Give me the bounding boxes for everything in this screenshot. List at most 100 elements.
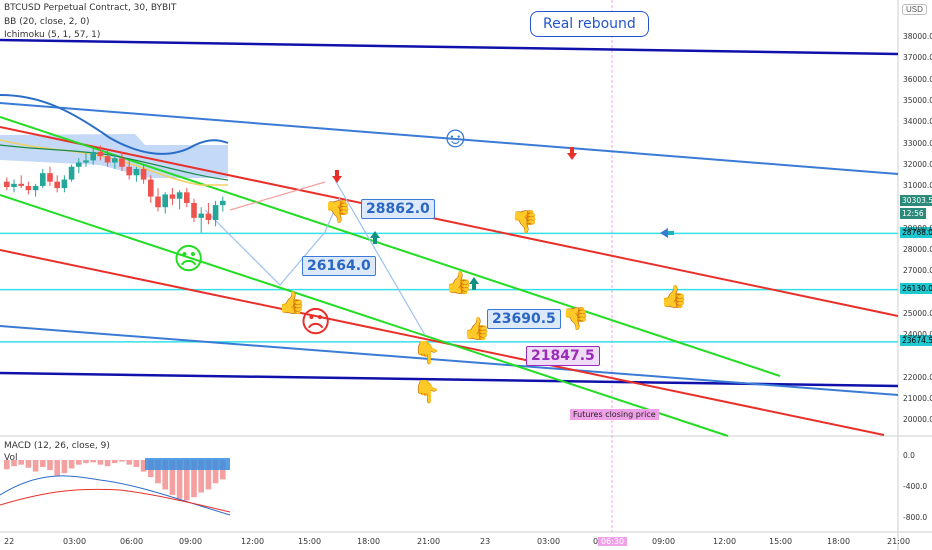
x-tick-label: 06:00 [120,537,144,546]
projection-path-down [334,179,426,336]
happy-face-icon: ☺ [440,121,471,154]
navy-trend-line [0,38,899,56]
teal-up-arrow-stem [373,238,377,244]
blue-left-arrow-stem [668,231,674,235]
callout-28862: 28862.0 [361,199,435,219]
teal-up-arrow [370,231,380,238]
x-tick-label: 22 [4,537,15,546]
vol-legend: Vol [4,453,18,463]
blue-left-arrow [660,228,668,238]
macd-bar [184,460,190,501]
candle-body [119,158,125,167]
macd-bar [25,460,32,468]
candle-body [140,168,147,180]
candle-body [198,213,204,218]
y-tick-label: 33000.0 [903,139,932,148]
candle-body [191,202,197,218]
candle-body [169,194,176,199]
y-tick-label: 27000.0 [903,266,932,275]
x-tick-label: 09:00 [179,537,203,546]
candle-body [205,213,212,220]
y-tick-label: 24000.0 [903,330,932,339]
green-channel-lower [0,194,729,437]
x-tick-label: 15:00 [298,537,322,546]
bb-legend: BB (20, close, 2, 0) [4,17,90,27]
blue-trend-upper [0,102,899,175]
currency-badge[interactable]: USD [902,4,927,15]
candle-body [11,183,17,188]
macd-bar [11,460,17,467]
ichimoku-legend: Ichimoku (5, 1, 57, 1) [4,30,101,40]
candle-body [184,192,190,203]
y-tick-label: 21000.0 [903,394,932,403]
y-tick-label: 20000.0 [903,415,932,424]
candle-body [104,156,111,163]
macd-bar [68,460,75,469]
macd-bar [83,460,89,464]
candle-body [18,183,24,186]
macd-bar [212,460,219,484]
candle-body [40,173,46,186]
volume-top-strip [145,458,230,470]
y-tick-label: 25000.0 [903,309,932,318]
macd-bar [90,460,96,463]
macd-bar [4,460,10,470]
red-channel-upper [0,126,899,317]
thumbs-down-icon: 👎 [511,209,539,234]
thumbs-up-icon: 👍 [445,270,473,295]
macd-bar [140,460,147,472]
projection-path-red [229,181,326,211]
macd-bar [18,460,24,465]
macd-bar [133,460,140,467]
level-tag-3: 23674.5 [900,335,932,346]
macd-bar [40,460,46,467]
thumbs-up-icon: 👍 [278,290,306,315]
green-channel-upper [0,116,781,377]
callout-21847: 21847.5 [526,346,600,366]
pointing-down-icon: 👇 [413,340,441,365]
macd-bar [176,460,183,499]
candle-body [97,151,104,157]
bb-basis-curve [0,144,229,181]
y-tick-label: 32000.0 [903,160,932,169]
macd-tick-label: -400.0 [903,482,928,491]
candle-body [112,158,118,163]
x-tick-label: 12:00 [241,537,265,546]
neutral-face-icon: ☹ [173,243,205,276]
candle-body [212,205,219,220]
time-marker-label: 06:30 [598,537,628,546]
candle-body [25,185,32,191]
candle-body [220,200,226,206]
candle-body [155,196,161,208]
macd-bar [205,460,212,490]
macd-legend: MACD (12, 26, close, 9) [4,441,110,451]
macd-tick-label: 0.0 [903,451,915,460]
callout-26164: 26164.0 [302,256,376,276]
candle-body [162,194,168,208]
thumbs-down-icon: 👎 [562,306,590,331]
blue-trend-lower [0,325,899,396]
sad-face-icon: ☹ [300,306,332,339]
x-tick-label: 03:00 [63,537,87,546]
candle-body [61,179,68,189]
x-tick-label: 12:00 [713,537,737,546]
red-channel-lower [0,249,885,436]
x-tick-label: 23 [480,537,491,546]
x-tick-label: 21:00 [887,537,911,546]
teal-up-arrow-stem [472,284,476,290]
candle-body [133,168,140,176]
teal-up-arrow [469,277,479,284]
macd-bar [104,460,111,467]
macd-bar [198,460,204,493]
macd-bar [32,460,39,472]
symbol-legend: BTCUSD Perpetual Contract, 30, BYBIT [4,3,177,13]
x-tick-label: 15:00 [769,537,793,546]
candle-body [54,181,60,189]
y-tick-label: 31000.0 [903,181,932,190]
pointing-down-icon: 👇 [413,379,441,404]
level-tag-1: 28768.0 [900,227,932,238]
macd-bar [112,460,118,464]
red-down-arrow [567,153,577,160]
macd-bar [119,460,125,462]
macd-bar [97,460,104,465]
